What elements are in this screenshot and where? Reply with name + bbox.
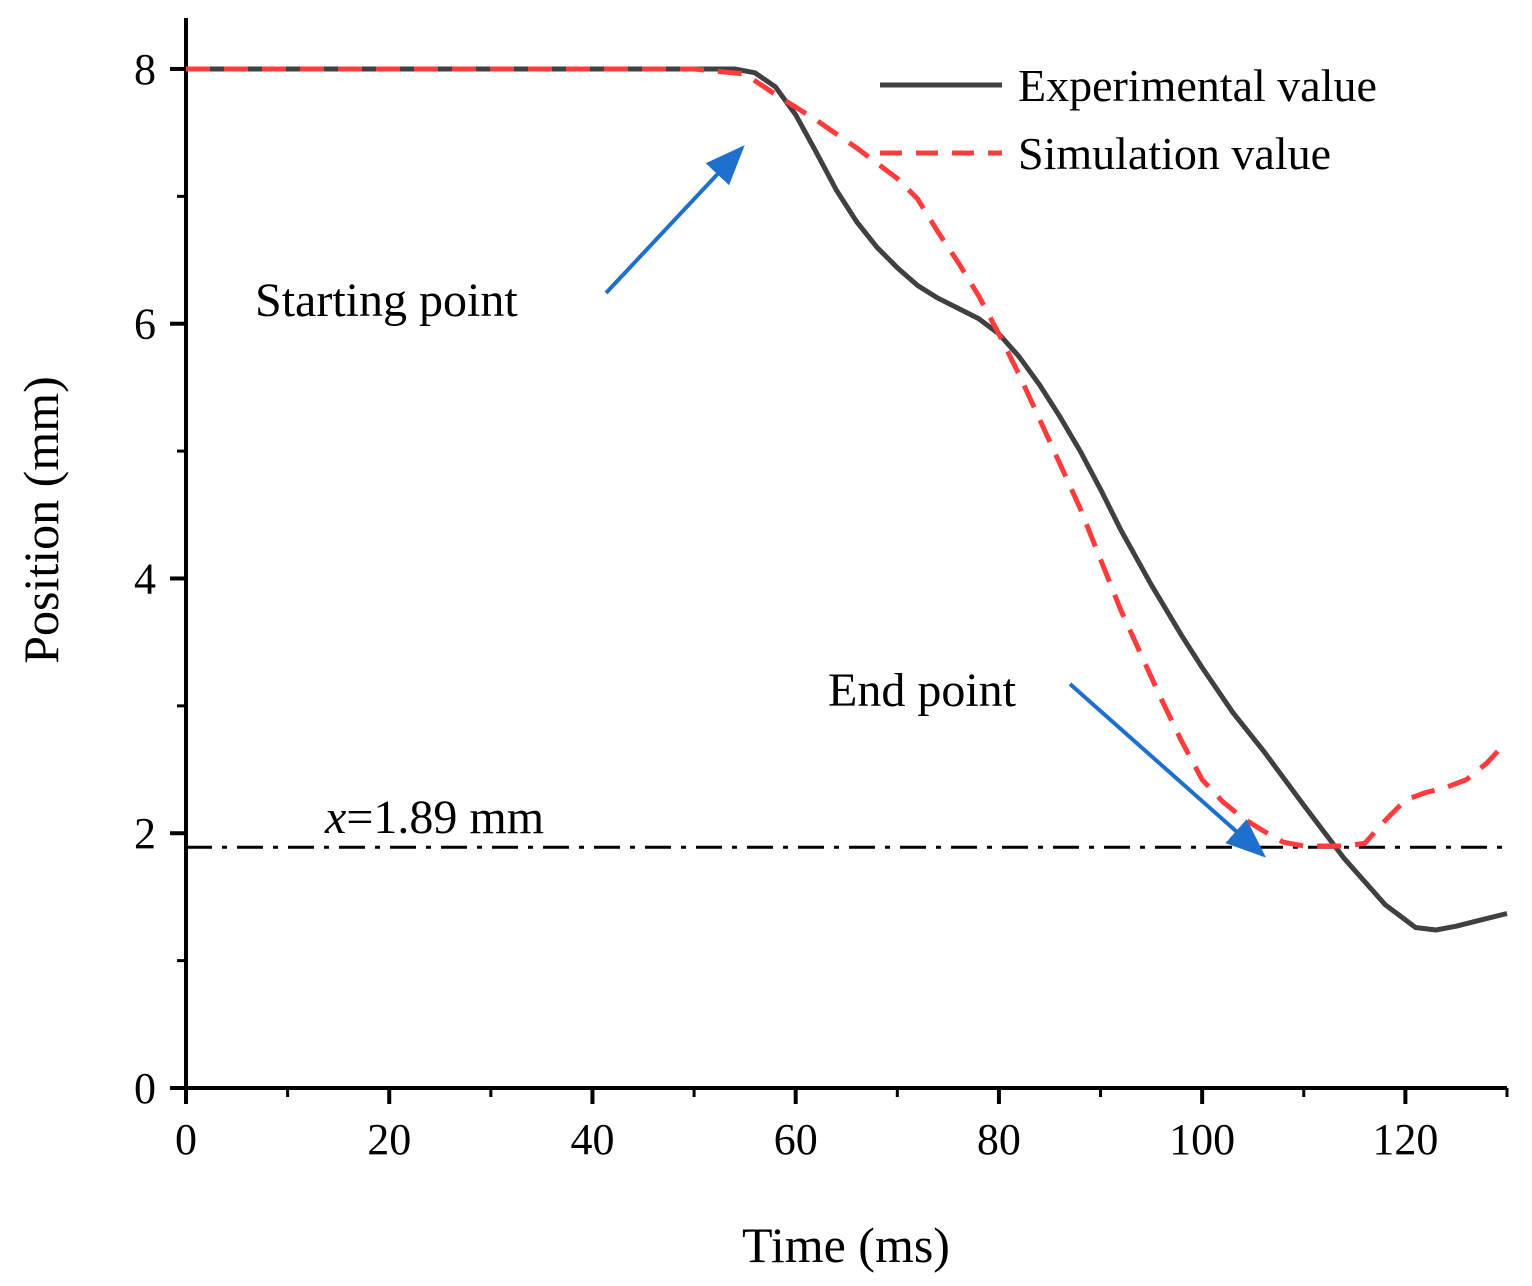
x-axis-title: Time (ms) [742,1217,950,1273]
position-time-chart: 0 20 40 60 80 100 120 0 2 4 6 8 Time (ms) Position … [0,0,1532,1286]
y-tick-label: 4 [134,554,156,603]
series-simulation-line [186,69,1507,846]
annotation-end-point: End point [828,664,1017,717]
x-tick-label: 20 [367,1115,411,1164]
x-tick-label: 100 [1169,1115,1235,1164]
ticks: 0 20 40 60 80 100 120 0 2 4 6 8 [134,45,1507,1164]
x-tick-label: 120 [1372,1115,1438,1164]
threshold-value: =1.89 mm [346,791,544,844]
legend-label-experimental: Experimental value [1018,60,1377,111]
annotation-starting-point: Starting point [255,274,518,327]
x-tick-label: 60 [774,1115,818,1164]
x-tick-label: 40 [570,1115,614,1164]
threshold-variable: x [324,791,346,844]
y-tick-label: 2 [134,809,156,858]
y-tick-label: 8 [134,45,156,94]
y-axis-title: Position (mm) [13,376,69,664]
x-tick-label: 80 [977,1115,1021,1164]
y-tick-label: 0 [134,1064,156,1113]
y-tick-label: 6 [134,300,156,349]
annotation-threshold: x=1.89 mm [324,791,544,844]
starting-point-arrow [606,148,742,293]
legend: Experimental value Simulation value [880,60,1377,179]
legend-label-simulation: Simulation value [1018,128,1331,179]
x-tick-label: 0 [175,1115,197,1164]
